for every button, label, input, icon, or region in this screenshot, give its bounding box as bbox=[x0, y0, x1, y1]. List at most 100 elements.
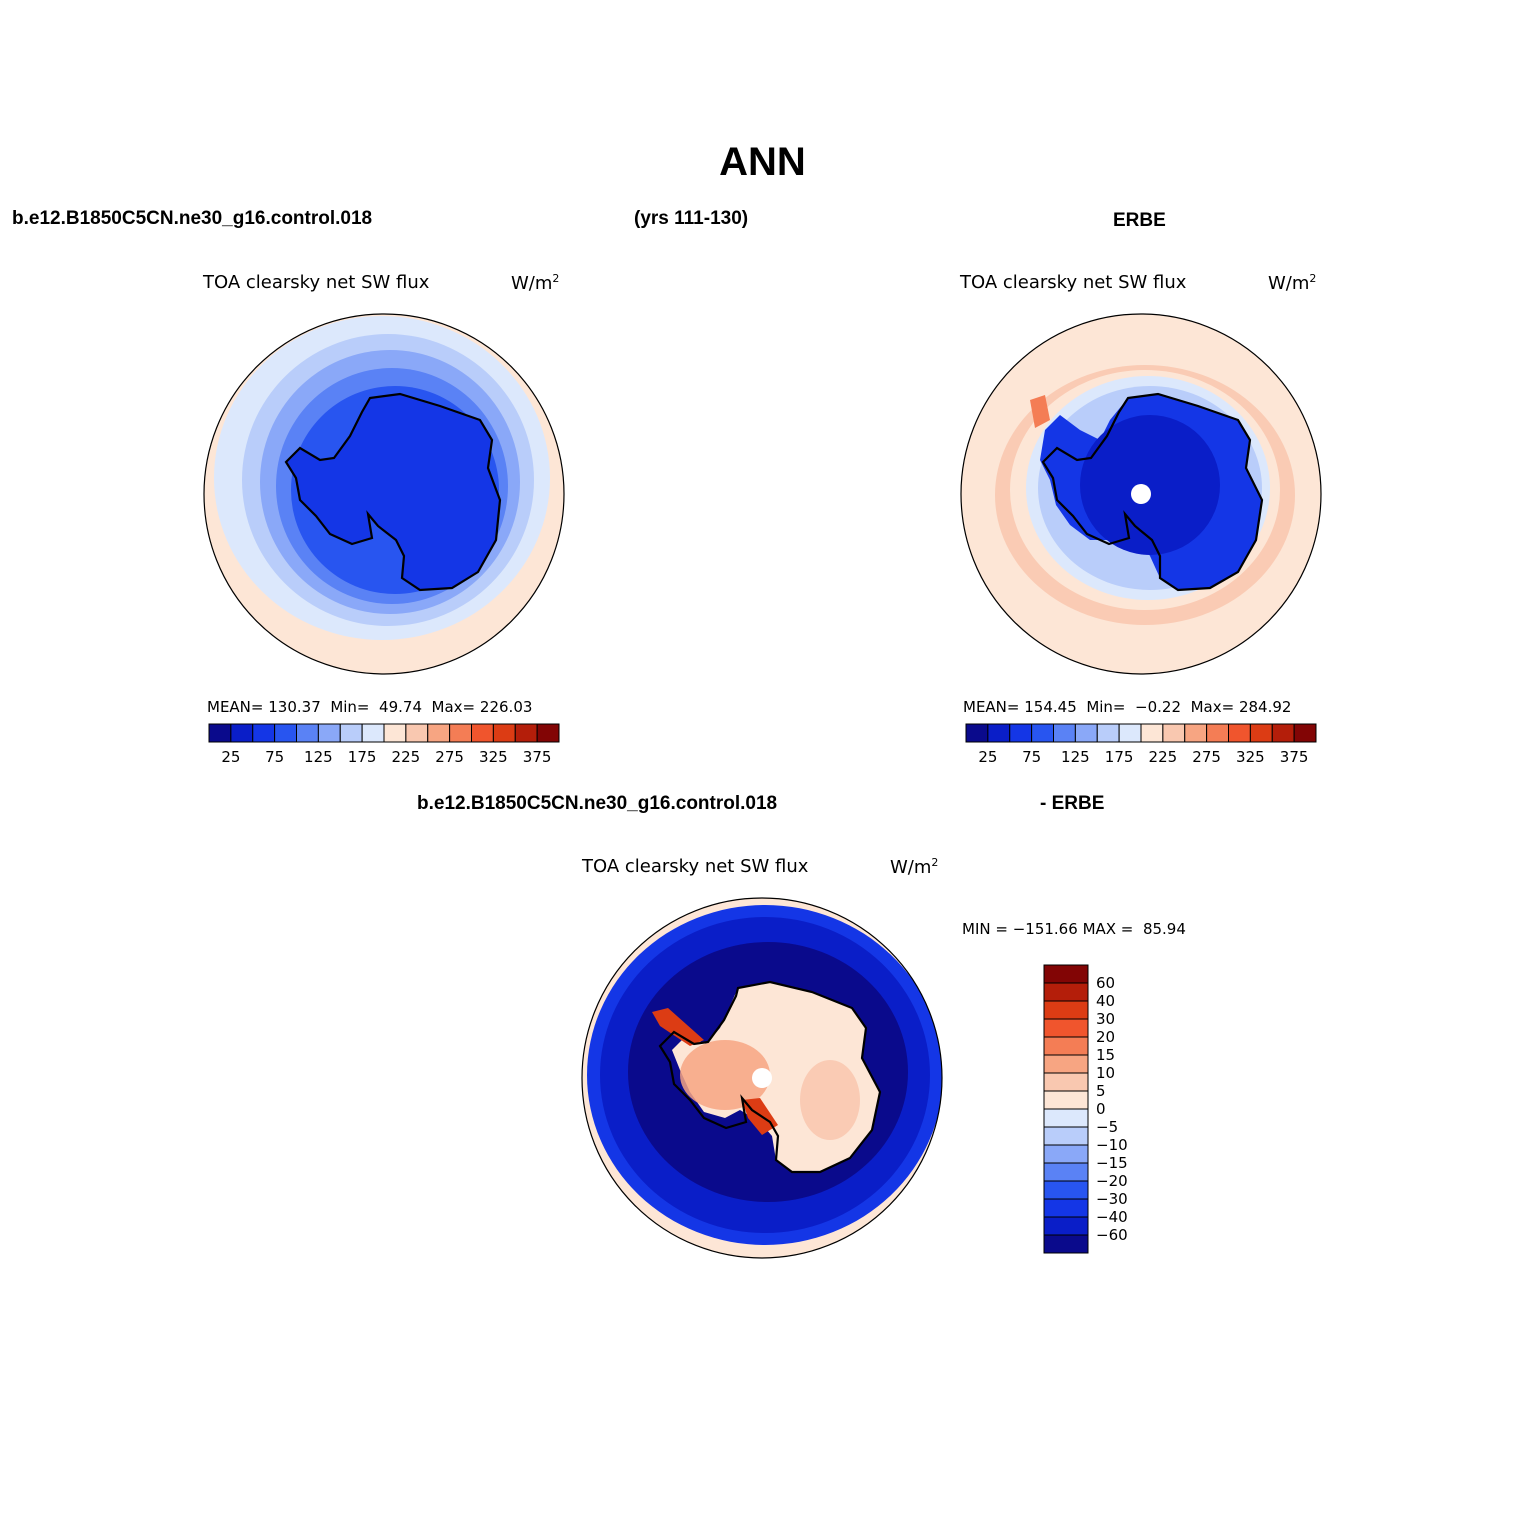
years-label: (yrs 111-130) bbox=[634, 208, 749, 229]
diff-units-sup: 2 bbox=[931, 856, 939, 869]
obs-colorbar-tick-label: 375 bbox=[1279, 748, 1309, 766]
model-max-value: 226.03 bbox=[479, 698, 533, 716]
model-colorbar-tick-label: 325 bbox=[479, 748, 508, 766]
model-colorbar-box bbox=[536, 723, 560, 743]
diff-colorbar-box bbox=[1043, 1144, 1089, 1164]
model-colorbar-tick-label: 75 bbox=[265, 748, 285, 766]
model-colorbar-tick-label: 375 bbox=[522, 748, 552, 766]
model-units: W/m2 bbox=[511, 272, 559, 294]
diff-colorbar-box bbox=[1043, 1018, 1089, 1038]
model-max-label: Max= bbox=[431, 698, 476, 716]
diff-colorbar-tick-label: −5 bbox=[1096, 1118, 1119, 1136]
diff-min-label: MIN = bbox=[962, 920, 1008, 938]
diff-colorbar-tick-label: 0 bbox=[1096, 1100, 1106, 1118]
obs-max-label: Max= bbox=[1190, 698, 1235, 716]
model-units-text: W/m bbox=[511, 273, 553, 294]
diff-min-value: −151.66 bbox=[1012, 920, 1078, 938]
diff-colorbar-tick-label: 20 bbox=[1096, 1028, 1116, 1046]
obs-colorbar bbox=[965, 723, 1317, 743]
diff-colorbar-tick-label: −30 bbox=[1096, 1190, 1128, 1208]
diff-colorbar-tick-label: 10 bbox=[1096, 1064, 1116, 1082]
diff-colorbar-tick-label: 5 bbox=[1096, 1082, 1106, 1100]
diff-colorbar-box bbox=[1043, 1000, 1089, 1020]
model-colorbar bbox=[208, 723, 560, 743]
obs-case-label: ERBE bbox=[1113, 210, 1166, 231]
model-min-value: 49.74 bbox=[379, 698, 422, 716]
model-coastline bbox=[284, 392, 502, 592]
model-min-label: Min= bbox=[330, 698, 370, 716]
diff-colorbar-box bbox=[1043, 1162, 1089, 1182]
diff-colorbar-tick-label: 40 bbox=[1096, 992, 1116, 1010]
obs-colorbar-tick-label: 275 bbox=[1192, 748, 1221, 766]
diff-case-label: b.e12.B1850C5CN.ne30_g16.control.018 bbox=[417, 793, 778, 814]
obs-min-label: Min= bbox=[1086, 698, 1126, 716]
model-colorbar-tick-label: 125 bbox=[304, 748, 333, 766]
obs-max-value: 284.92 bbox=[1238, 698, 1292, 716]
diff-colorbar-box bbox=[1043, 1072, 1089, 1092]
diff-map-border bbox=[581, 897, 943, 1259]
diff-colorbar-tick-label: −60 bbox=[1096, 1226, 1128, 1244]
obs-colorbar-tick-label: 125 bbox=[1061, 748, 1090, 766]
obs-colorbar-tick-label: 175 bbox=[1104, 748, 1134, 766]
diff-colorbar-box bbox=[1043, 1180, 1089, 1200]
model-mean-label: MEAN= bbox=[207, 698, 264, 716]
obs-contour-fill bbox=[961, 314, 1321, 674]
obs-map-border bbox=[960, 313, 1322, 675]
diff-units: W/m2 bbox=[890, 856, 938, 878]
model-mean-value: 130.37 bbox=[268, 698, 321, 716]
obs-coastline bbox=[1041, 392, 1264, 592]
diff-colorbar-tick-label: 60 bbox=[1096, 974, 1116, 992]
diff-colorbar-box bbox=[1043, 964, 1089, 984]
diff-max-value: 85.94 bbox=[1142, 920, 1186, 938]
diff-max-label: MAX = bbox=[1082, 920, 1134, 938]
model-colorbar-ticks: 25 75 125 175 225 275 325 375 bbox=[209, 748, 559, 768]
diff-stats: MIN = −151.66 MAX = 85.94 bbox=[962, 920, 1186, 938]
diff-colorbar-box bbox=[1043, 1090, 1089, 1110]
diff-colorbar-tick-label: −20 bbox=[1096, 1172, 1128, 1190]
diff-contour-fill bbox=[582, 898, 942, 1258]
model-colorbar-tick-label: 175 bbox=[347, 748, 377, 766]
diff-colorbar-tick-label: 30 bbox=[1096, 1010, 1116, 1028]
obs-units-sup: 2 bbox=[1309, 272, 1317, 285]
diff-colorbar-box bbox=[1043, 1198, 1089, 1218]
model-plot-title: TOA clearsky net SW flux bbox=[203, 272, 430, 293]
model-map-border bbox=[203, 313, 565, 675]
diff-colorbar-box bbox=[1043, 1216, 1089, 1236]
model-colorbar-tick-label: 225 bbox=[391, 748, 421, 766]
diff-plot-title: TOA clearsky net SW flux bbox=[582, 856, 809, 877]
diff-coastline bbox=[658, 980, 882, 1174]
obs-colorbar-tick-label: 25 bbox=[978, 748, 998, 766]
obs-colorbar-tick-label: 75 bbox=[1022, 748, 1042, 766]
obs-min-value: −0.22 bbox=[1135, 698, 1182, 716]
model-colorbar-tick-label: 25 bbox=[221, 748, 241, 766]
diff-units-text: W/m bbox=[890, 857, 932, 878]
diff-colorbar-box bbox=[1043, 1108, 1089, 1128]
model-units-sup: 2 bbox=[552, 272, 560, 285]
obs-plot-title: TOA clearsky net SW flux bbox=[960, 272, 1187, 293]
obs-stats: MEAN= 154.45 Min= −0.22 Max= 284.92 bbox=[963, 698, 1291, 716]
obs-mean-value: 154.45 bbox=[1024, 698, 1077, 716]
main-title: ANN bbox=[719, 140, 806, 184]
obs-colorbar-tick-label: 325 bbox=[1236, 748, 1265, 766]
diff-colorbar-box bbox=[1043, 1036, 1089, 1056]
diff-colorbar-ticks: 60 40 30 20 15 10 5 0 −5 −10 −15 −20 −30 −40 −60 bbox=[1096, 965, 1156, 1255]
model-stats: MEAN= 130.37 Min= 49.74 Max= 226.03 bbox=[207, 698, 532, 716]
obs-colorbar-ticks: 25 75 125 175 225 275 325 375 bbox=[966, 748, 1316, 768]
model-case-label: b.e12.B1850C5CN.ne30_g16.control.018 bbox=[12, 208, 373, 229]
obs-units-text: W/m bbox=[1268, 273, 1310, 294]
obs-mean-label: MEAN= bbox=[963, 698, 1020, 716]
diff-minus-label: - ERBE bbox=[1040, 793, 1105, 814]
diff-colorbar-tick-label: −40 bbox=[1096, 1208, 1128, 1226]
diff-colorbar-box bbox=[1043, 982, 1089, 1002]
obs-units: W/m2 bbox=[1268, 272, 1316, 294]
diff-colorbar-tick-label: −15 bbox=[1096, 1154, 1128, 1172]
diff-colorbar-box bbox=[1043, 1234, 1089, 1254]
obs-colorbar-tick-label: 225 bbox=[1148, 748, 1178, 766]
diff-colorbar-box bbox=[1043, 1126, 1089, 1146]
model-colorbar-tick-label: 275 bbox=[435, 748, 464, 766]
diff-colorbar-tick-label: −10 bbox=[1096, 1136, 1128, 1154]
diff-colorbar bbox=[1043, 964, 1089, 1254]
model-contour-fill bbox=[204, 314, 564, 674]
